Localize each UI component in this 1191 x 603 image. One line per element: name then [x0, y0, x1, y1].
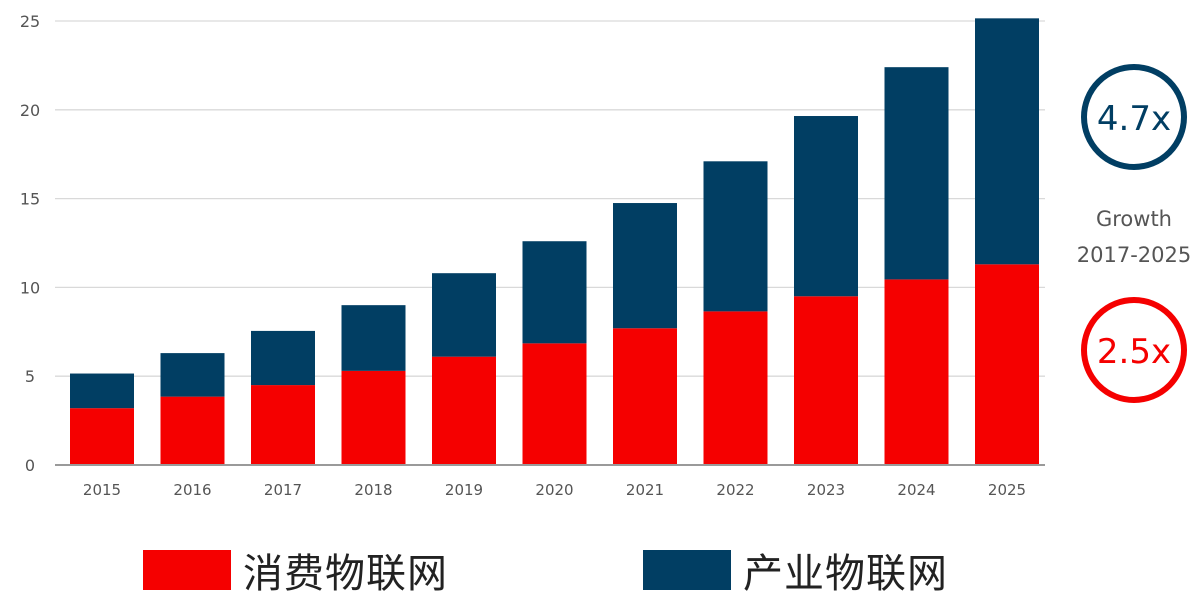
bar-consumer-2020 [522, 343, 587, 465]
y-tick-label: 25 [20, 12, 40, 31]
legend-swatch-consumer [143, 550, 231, 590]
x-tick-label: 2024 [897, 481, 935, 499]
growth-label-line2: 2017-2025 [1077, 243, 1191, 267]
bar-consumer-2023 [794, 296, 858, 465]
x-tick-label: 2023 [807, 481, 845, 499]
y-tick-label: 5 [25, 367, 35, 386]
bar-industrial-2015 [70, 373, 134, 409]
x-axis-ticks: 2015 2016 2017 2018 2019 2020 2021 2022 2023 2024… [83, 481, 1026, 499]
industrial-multiplier: 4.7x [1097, 99, 1171, 139]
bar-industrial-2018 [341, 305, 406, 371]
bar-consumer-2018 [341, 370, 406, 465]
bar-industrial-2024 [884, 67, 949, 280]
bar-industrial-2025 [975, 18, 1039, 265]
bar-industrial-2022 [703, 161, 768, 312]
legend-swatch-industrial [643, 550, 731, 590]
y-tick-label: 10 [20, 278, 40, 297]
bar-industrial-2023 [794, 116, 858, 297]
legend-industrial: 产业物联网 [643, 540, 948, 600]
bar-consumer-2024 [884, 279, 949, 465]
grid-lines [55, 20, 1045, 377]
bar-consumer-2016 [160, 396, 225, 465]
bar-consumer-2025 [975, 264, 1039, 465]
growth-annotation: 4.7x Growth 2017-2025 2.5x [1077, 64, 1191, 403]
x-tick-label: 2020 [535, 481, 573, 499]
x-tick-label: 2018 [354, 481, 392, 499]
y-tick-label: 20 [20, 101, 40, 120]
growth-label-line1: Growth [1096, 207, 1172, 231]
bar-industrial-2016 [160, 353, 225, 397]
consumer-multiplier-circle [1081, 297, 1187, 403]
bar-consumer-2022 [703, 311, 768, 465]
x-tick-label: 2015 [83, 481, 121, 499]
x-tick-label: 2025 [988, 481, 1026, 499]
bar-industrial-2017 [251, 330, 315, 386]
bars [55, 18, 1045, 466]
x-tick-label: 2016 [173, 481, 211, 499]
legend-label-industrial: 产业物联网 [743, 551, 948, 597]
x-tick-label: 2017 [264, 481, 302, 499]
bar-consumer-2017 [251, 385, 315, 465]
y-tick-label: 15 [20, 190, 40, 209]
y-axis-ticks: 0 5 10 15 20 25 [20, 12, 40, 475]
legend-consumer: 消费物联网 [143, 540, 448, 600]
consumer-multiplier: 2.5x [1097, 332, 1171, 372]
bar-consumer-2019 [432, 356, 496, 465]
x-tick-label: 2019 [445, 481, 483, 499]
bar-consumer-2015 [70, 408, 134, 465]
bar-industrial-2019 [432, 273, 496, 357]
bar-industrial-2021 [613, 203, 677, 329]
bar-industrial-2020 [522, 241, 587, 344]
y-tick-label: 0 [25, 456, 35, 475]
bar-consumer-2021 [613, 328, 677, 465]
x-tick-label: 2021 [626, 481, 664, 499]
legend-label-consumer: 消费物联网 [243, 551, 448, 597]
x-tick-label: 2022 [716, 481, 754, 499]
industrial-multiplier-circle [1081, 64, 1187, 170]
